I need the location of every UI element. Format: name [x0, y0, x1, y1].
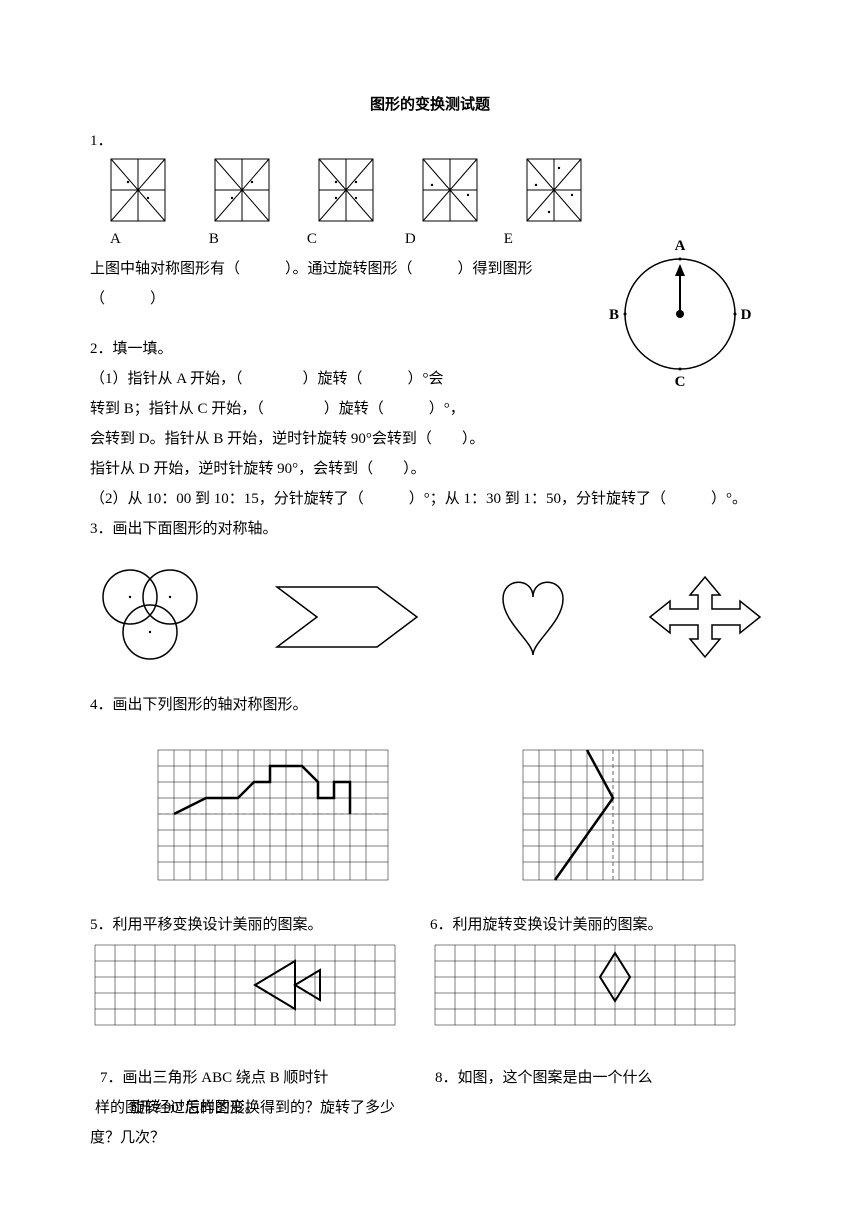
q5-grid: [90, 940, 400, 1030]
q1-boxes: [110, 158, 770, 222]
compass: A B C D: [600, 234, 760, 405]
three-circles: [90, 562, 210, 672]
compass-b: B: [609, 307, 619, 323]
box-d: [422, 158, 478, 222]
q2-line4: 指针从 D 开始，逆时针旋转 90°，会转到（ ）。: [90, 454, 770, 484]
page-title: 图形的变换测试题: [90, 90, 770, 120]
q3-shapes: [90, 562, 770, 672]
box-a: [110, 158, 166, 222]
compass-a: A: [675, 238, 686, 254]
box-c: [318, 158, 374, 222]
q6-text: 6．利用旋转变换设计美丽的图案。: [430, 910, 770, 940]
q2-line3: 会转到 D。指针从 B 开始，逆时针旋转 90°会转到（ ）。: [90, 424, 770, 454]
q8-line2: 样的图形经过怎样的变换得到的？旋转了多少: [95, 1093, 770, 1123]
label-c: C: [307, 224, 317, 254]
box-b: [214, 158, 270, 222]
q3-text: 3．画出下面图形的对称轴。: [90, 514, 770, 544]
label-b: B: [209, 224, 219, 254]
q8-line1: 8．如图，这个图案是由一个什么: [435, 1063, 770, 1093]
q4-text: 4．画出下列图形的轴对称图形。: [90, 690, 770, 720]
q2-line5: （2）从 10：00 到 10：15，分针旋转了（ ）°；从 1：30 到 1：…: [90, 484, 770, 514]
q78: 7．画出三角形 ABC 绕点 B 顺时针 旋转 90°后的图形。 8．如图，这个…: [90, 1063, 770, 1123]
q4-grids: [90, 740, 770, 890]
grid-right: [513, 740, 713, 890]
q56: 5．利用平移变换设计美丽的图案。 6．利用旋转变换设计美丽的图案。: [90, 910, 770, 1041]
label-e: E: [504, 224, 513, 254]
heart-shape: [483, 567, 583, 667]
q6-grid: [430, 940, 740, 1030]
grid-left: [148, 740, 398, 890]
box-e: [526, 158, 582, 222]
compass-c: C: [675, 374, 686, 390]
compass-d: D: [741, 307, 752, 323]
arrow-shape: [267, 572, 427, 662]
q1-num: 1．: [90, 126, 770, 156]
cross-arrows: [640, 567, 770, 667]
label-a: A: [110, 224, 121, 254]
q8-line3: 度？几次？: [90, 1123, 770, 1153]
q7-line1: 7．画出三角形 ABC 绕点 B 顺时针: [100, 1063, 435, 1093]
q5-text: 5．利用平移变换设计美丽的图案。: [90, 910, 430, 940]
label-d: D: [405, 224, 416, 254]
